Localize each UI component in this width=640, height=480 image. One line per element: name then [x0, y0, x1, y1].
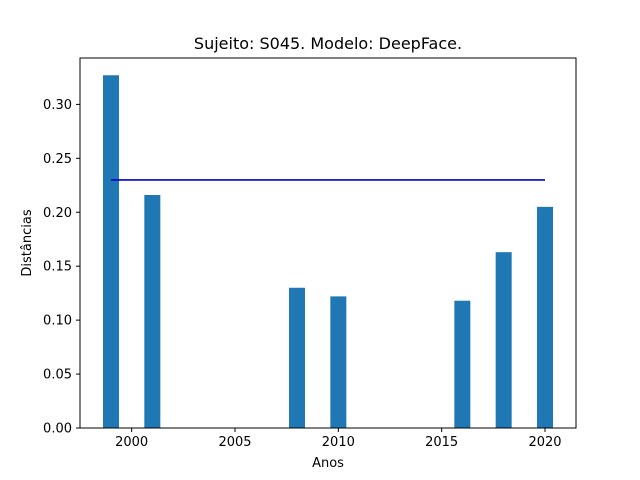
y-axis-ticks: 0.00 0.05 0.10 0.15 0.20 0.25 0.30 — [43, 98, 80, 437]
x-tick-label-2000: 2000 — [115, 435, 148, 450]
bar-2008 — [289, 287, 305, 428]
y-axis-label: Distâncias — [20, 209, 35, 276]
y-tick-label-0.20: 0.20 — [43, 206, 72, 221]
y-tick-label-0.25: 0.25 — [43, 152, 72, 167]
x-tick-label-2005: 2005 — [218, 435, 251, 450]
bar-1999 — [103, 75, 119, 428]
chart-title: Sujeito: S045. Modelo: DeepFace. — [194, 34, 462, 53]
x-tick-label-2015: 2015 — [425, 435, 458, 450]
y-tick-label-0.10: 0.10 — [43, 314, 72, 329]
x-axis-label: Anos — [312, 456, 344, 471]
bar-2010 — [330, 296, 347, 428]
y-tick-label-0.15: 0.15 — [43, 260, 72, 275]
bar-2020 — [537, 206, 553, 428]
bars-group — [103, 75, 553, 428]
bar-2018 — [495, 252, 512, 428]
y-tick-label-0.00: 0.00 — [43, 422, 72, 437]
bar-2001 — [144, 195, 161, 428]
x-tick-label-2020: 2020 — [528, 435, 561, 450]
plot-frame — [79, 57, 577, 429]
x-tick-label-2010: 2010 — [322, 435, 355, 450]
y-tick-label-0.30: 0.30 — [43, 98, 72, 113]
bar-2016 — [454, 300, 471, 428]
y-tick-label-0.05: 0.05 — [43, 368, 72, 383]
x-axis-ticks: 2000 2005 2010 2015 2020 — [115, 428, 562, 450]
